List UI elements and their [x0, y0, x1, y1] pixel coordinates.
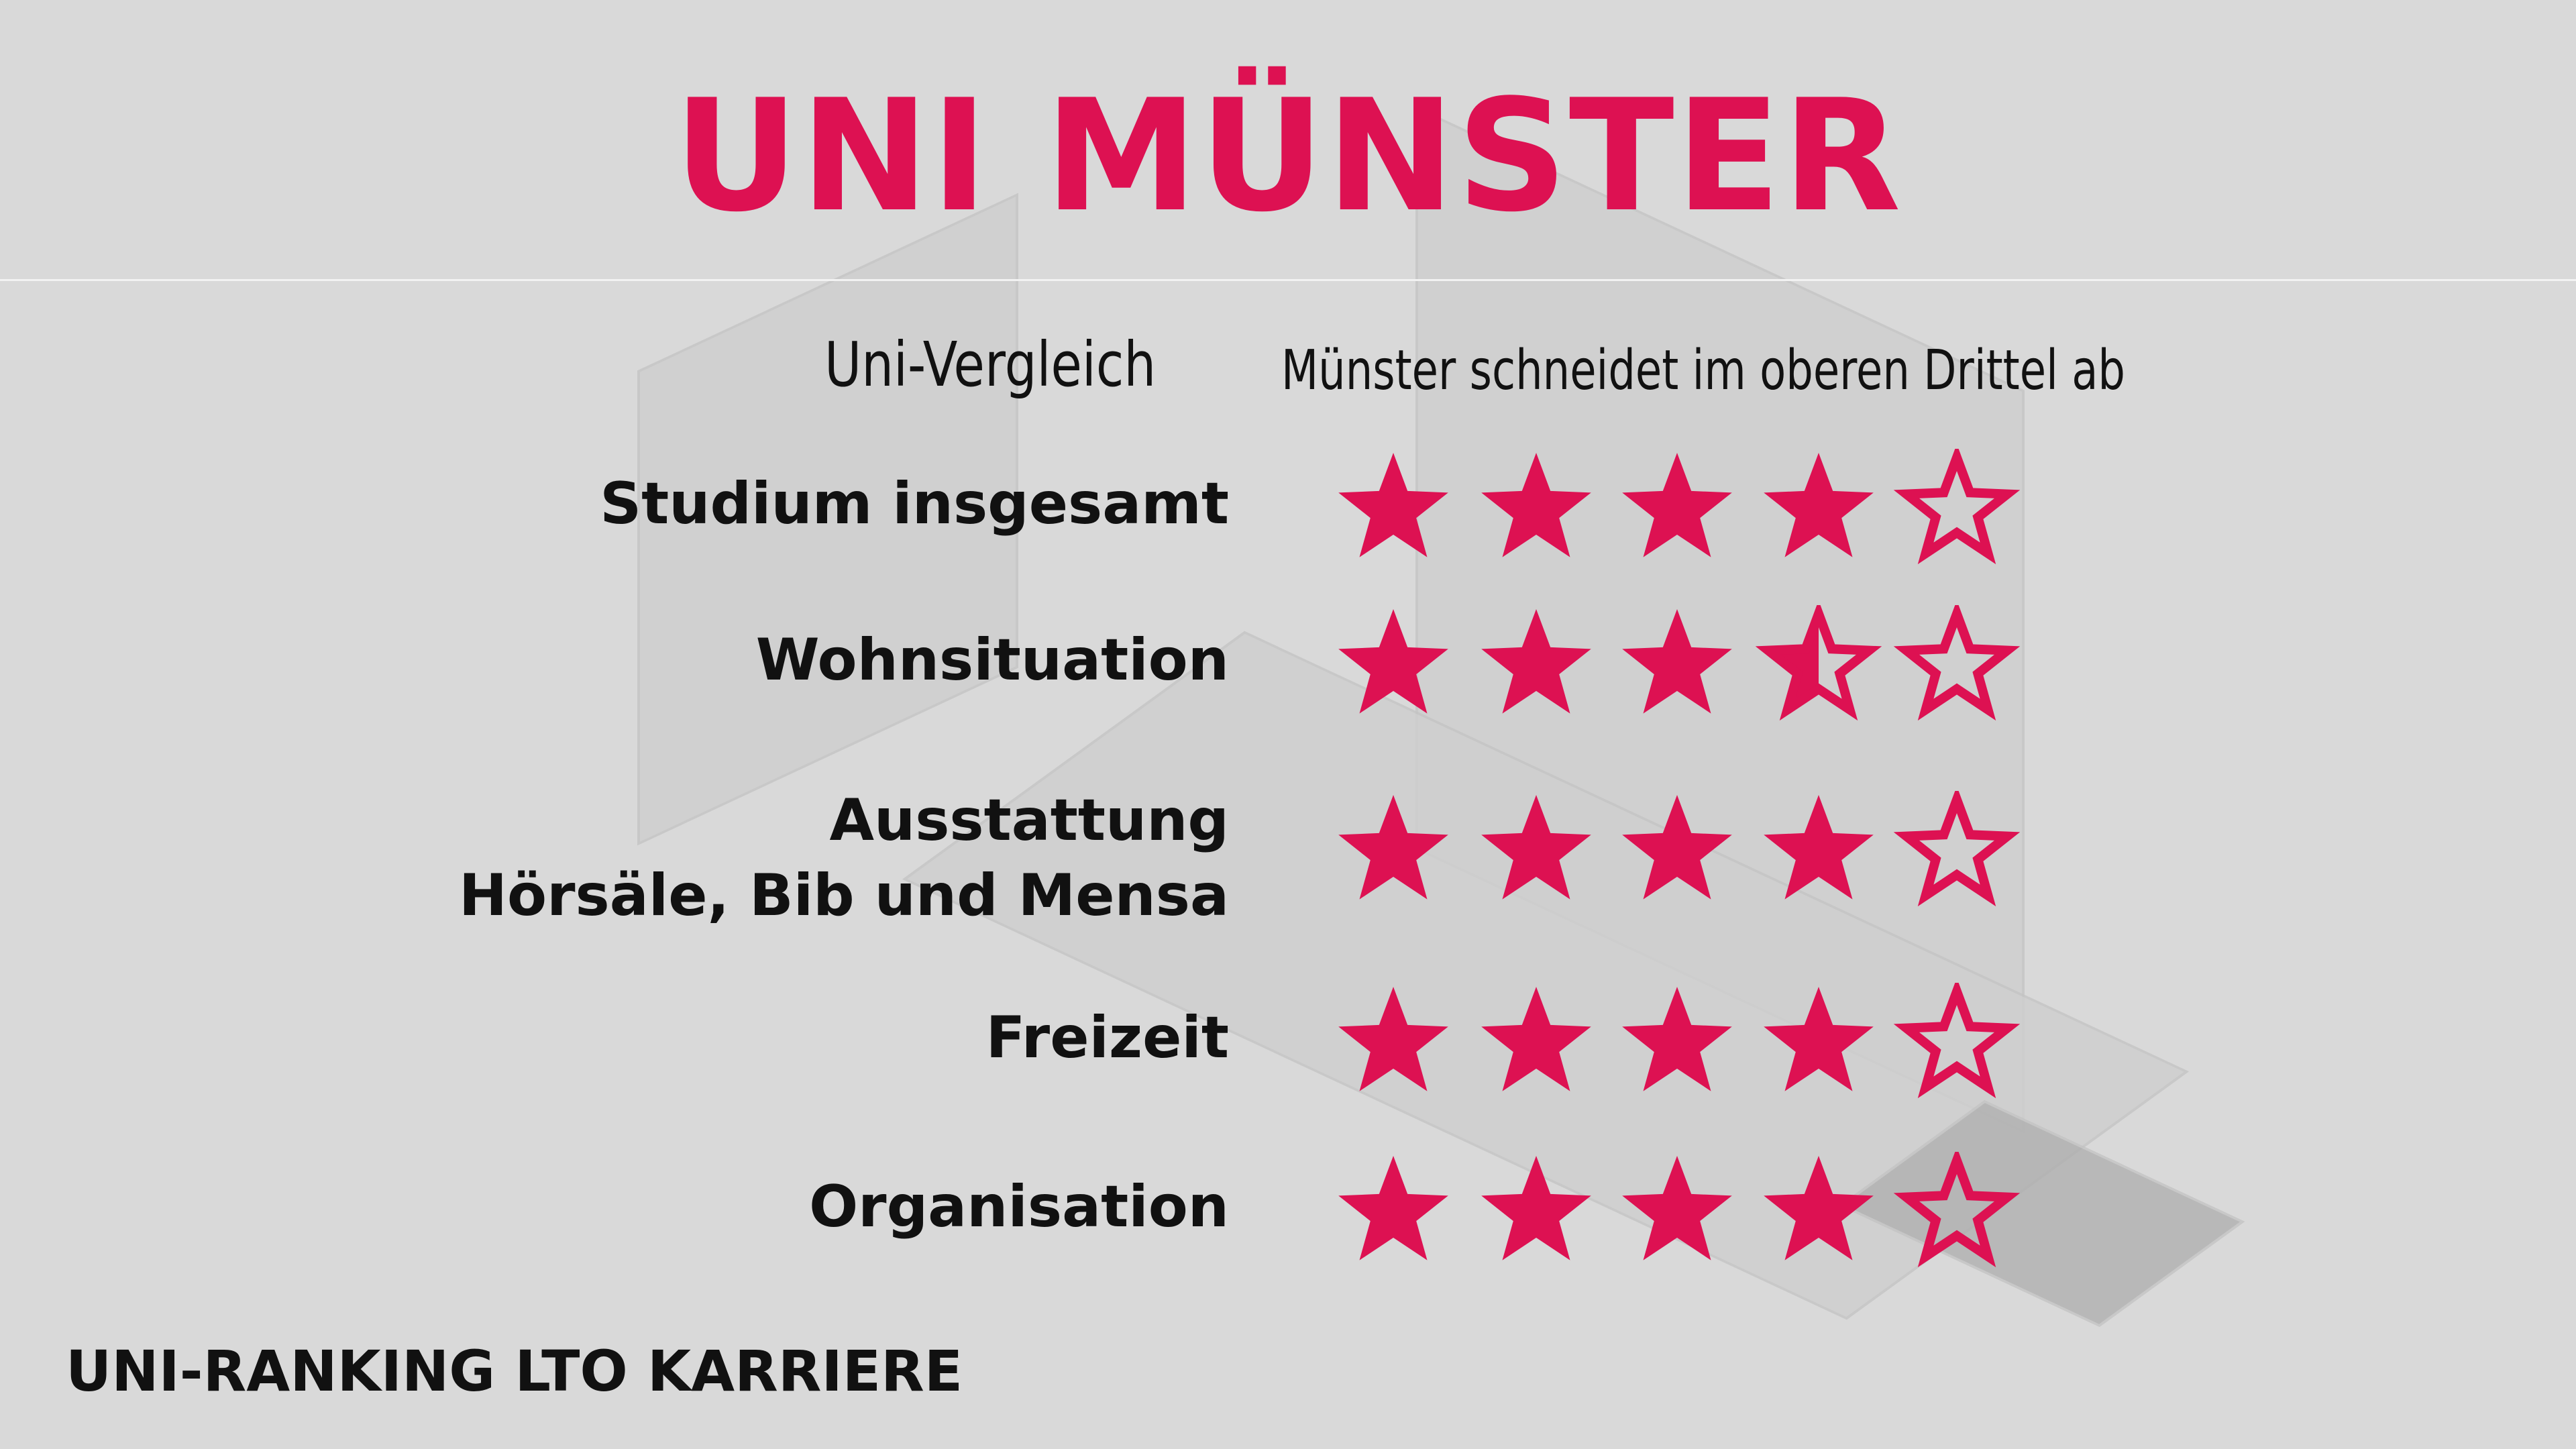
category-label: Ausstattung Hörsäle, Bib und Mensa: [459, 783, 1229, 933]
star-empty-icon: [1893, 449, 2021, 565]
category-label: Wohnsituation: [756, 623, 1229, 698]
category-label-line: Freizeit: [985, 1004, 1229, 1071]
page-title: UNI MÜNSTER: [674, 67, 1902, 246]
star-rating: [1338, 605, 2021, 721]
star-filled-icon: [1338, 609, 1448, 714]
subtitle: Münster schneidet im oberen Drittel ab: [1281, 339, 2126, 402]
divider: [0, 279, 2576, 281]
star-filled-icon: [1338, 795, 1448, 900]
star-half-icon: [1755, 605, 1882, 721]
star-empty-icon: [1893, 983, 2021, 1099]
star-rating: [1338, 791, 2021, 907]
category-label-line: Organisation: [809, 1173, 1229, 1240]
star-filled-icon: [1622, 609, 1732, 714]
star-filled-icon: [1338, 1156, 1448, 1260]
star-empty-icon: [1893, 1152, 2021, 1268]
star-filled-icon: [1481, 609, 1591, 714]
category-label: Organisation: [809, 1169, 1229, 1244]
category-label-line: Studium insgesamt: [600, 470, 1229, 537]
category-label-line: Ausstattung: [829, 787, 1229, 854]
category-label-line: Wohnsituation: [755, 627, 1229, 694]
star-filled-icon: [1481, 795, 1591, 900]
star-filled-icon: [1481, 453, 1591, 557]
star-filled-icon: [1338, 453, 1448, 557]
star-rating: [1338, 1152, 2021, 1268]
star-filled-icon: [1481, 1156, 1591, 1260]
star-filled-icon: [1622, 987, 1732, 1091]
star-filled-icon: [1764, 795, 1874, 900]
star-filled-icon: [1764, 1156, 1874, 1260]
star-filled-icon: [1764, 987, 1874, 1091]
star-filled-icon: [1622, 795, 1732, 900]
footer-source: UNI-RANKING LTO KARRIERE: [66, 1338, 963, 1404]
star-rating: [1338, 983, 2021, 1099]
star-filled-icon: [1338, 987, 1448, 1091]
star-empty-icon: [1893, 605, 2021, 721]
star-rating: [1338, 449, 2021, 565]
star-empty-icon: [1893, 791, 2021, 907]
intro-label: Uni-Vergleich: [824, 329, 1157, 400]
category-label: Freizeit: [986, 1000, 1229, 1075]
category-label-line: Hörsäle, Bib und Mensa: [459, 862, 1229, 929]
star-filled-icon: [1481, 987, 1591, 1091]
star-filled-icon: [1622, 1156, 1732, 1260]
star-filled-icon: [1764, 453, 1874, 557]
category-label: Studium insgesamt: [600, 466, 1229, 541]
star-filled-icon: [1622, 453, 1732, 557]
